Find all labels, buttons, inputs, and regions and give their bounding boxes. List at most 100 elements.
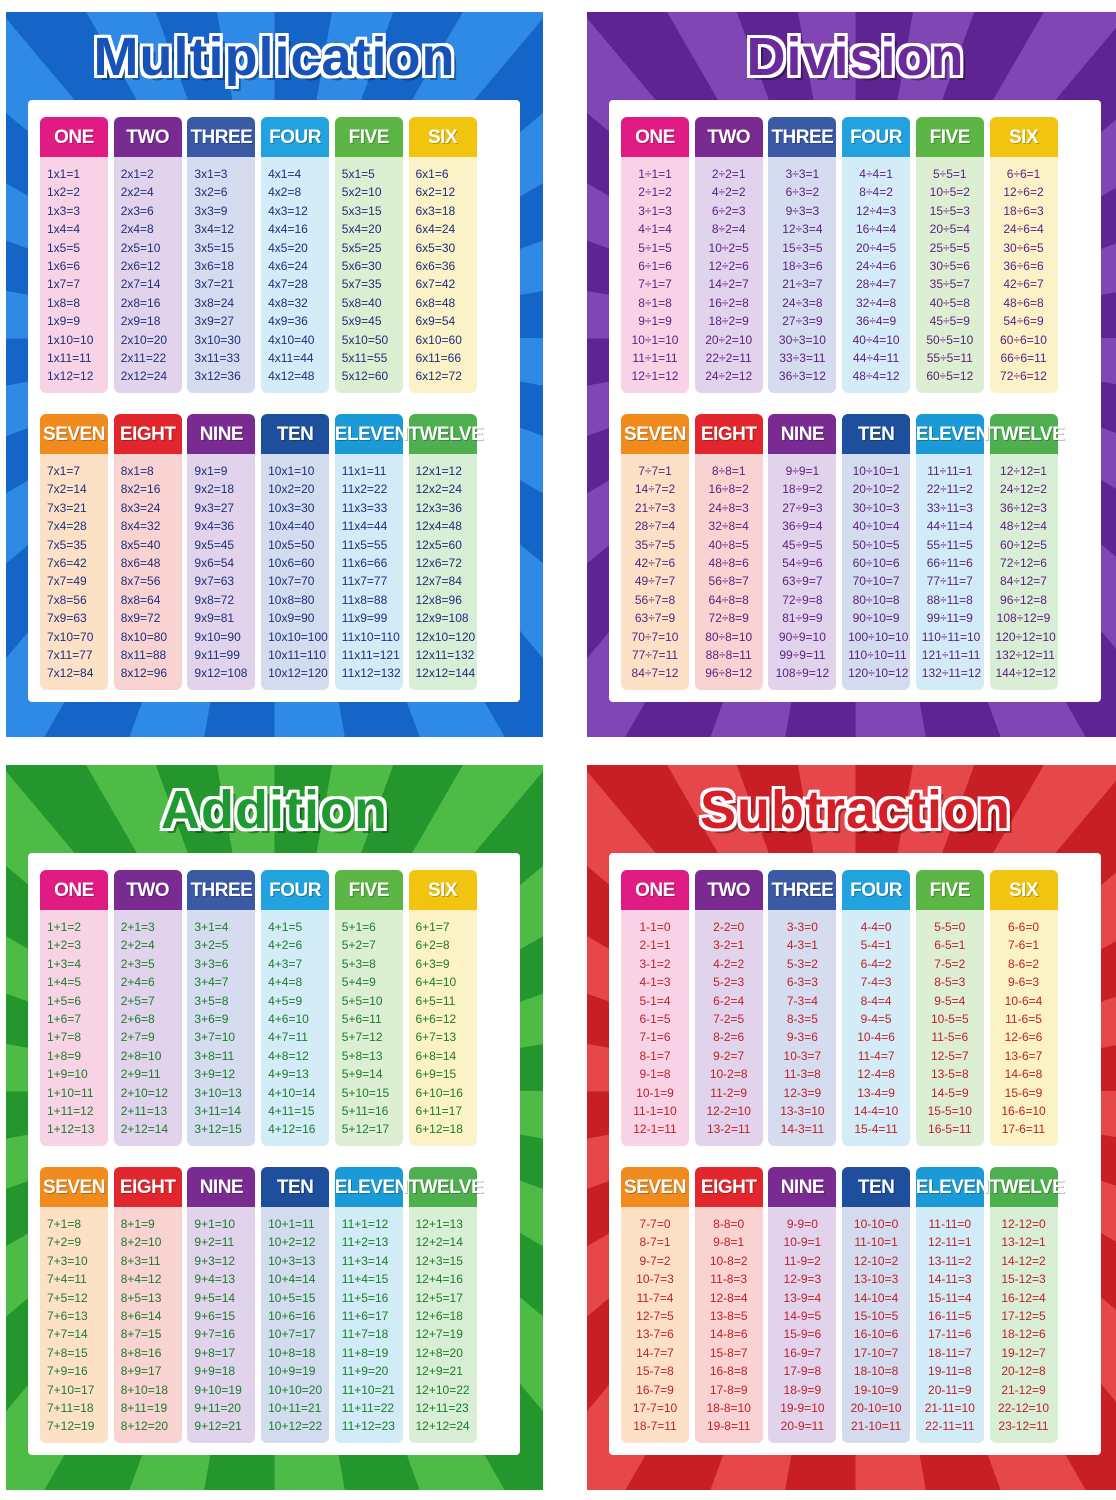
equation: 2x1=2 (120, 167, 154, 181)
equation: 7÷1=7 (638, 277, 672, 292)
equation: 10x5=50 (268, 537, 315, 552)
equation: 7x1=7 (47, 464, 81, 478)
equation: 18÷3=6 (782, 259, 823, 273)
equation: 11+10=21 (341, 1382, 395, 1397)
equation: 4+9=13 (268, 1067, 309, 1082)
equation: 11+1=12 (341, 1217, 389, 1231)
equation: 7+2=9 (47, 1235, 82, 1250)
equation: 3x2=6 (194, 185, 228, 200)
equation: 4x12=48 (268, 369, 315, 384)
equation: 4+7=11 (268, 1030, 308, 1045)
equation: 22÷11=2 (926, 482, 973, 497)
equation: 12-5=7 (930, 1048, 969, 1063)
equation: 3-2=1 (713, 938, 745, 953)
column-body: 10-10=0 11-10=1 12-10=2 13-10=3 14-10=4 15-10… (842, 1207, 911, 1443)
equation: 11-4=7 (857, 1048, 895, 1063)
equation: 36÷3=12 (778, 369, 826, 384)
equation: 10-7=3 (636, 1272, 674, 1287)
column-body: 6+1=7 6+2=8 6+3=9 6+4=10 6+5=11 6+6=12 6+7=13 6… (408, 910, 477, 1146)
equation: 132÷11=12 (921, 666, 982, 681)
equation: 1x8=8 (47, 295, 81, 310)
equation: 144÷12=12 (995, 666, 1056, 681)
equation: 17-8=9 (709, 1382, 748, 1397)
equation: 7x9=63 (47, 611, 87, 626)
equation: 11x1=11 (341, 464, 387, 478)
equation: 9-8=1 (713, 1235, 745, 1250)
equation: 66÷6=11 (1000, 351, 1047, 365)
equation: 28÷4=7 (855, 277, 897, 292)
equation: 4x9=36 (268, 314, 308, 329)
equation: 11-1=10 (633, 1104, 677, 1118)
equation: 18÷6=3 (1003, 203, 1044, 218)
equation: 5x10=50 (341, 332, 389, 347)
equation: 7x8=56 (47, 592, 87, 607)
equation: 5x2=10 (341, 185, 382, 200)
equation: 1x6=6 (47, 259, 81, 273)
equation: 8-7=1 (639, 1235, 671, 1250)
equation: 19-12=7 (1001, 1345, 1046, 1360)
equation: 9+5=14 (194, 1290, 236, 1305)
equation: 22-11=11 (925, 1419, 975, 1434)
equation: 4-1=3 (639, 975, 671, 990)
column-body: 4+1=5 4+2=6 4+3=7 4+4=8 4+5=9 4+6=10 4+7=11 4+8… (261, 910, 330, 1146)
equation: 2+8=10 (120, 1048, 162, 1063)
equation: 11-5=6 (931, 1030, 969, 1045)
equation: 5+10=15 (341, 1085, 390, 1100)
column-header: SEVEN (621, 414, 689, 454)
equation: 2+12=14 (120, 1122, 169, 1137)
equation: 11+11=22 (341, 1401, 395, 1415)
equation: 12x2=24 (415, 482, 462, 497)
equation: 9x12=108 (194, 666, 248, 681)
equation: 19-10=9 (853, 1382, 899, 1397)
equation: 50÷5=10 (926, 332, 974, 347)
column-body: 6÷6=1 12÷6=2 18÷6=3 24÷6=4 30÷6=5 36÷6=6 42÷6=… (989, 157, 1058, 393)
equation: 7+12=19 (47, 1419, 95, 1434)
equation: 11x4=44 (341, 519, 388, 534)
column-header: ELEVEN (334, 1167, 408, 1207)
equation: 1x2=2 (47, 185, 81, 200)
equation: 9x3=27 (194, 500, 235, 515)
equation: 40÷8=5 (708, 537, 749, 552)
equation: 15-11=4 (928, 1290, 972, 1305)
equation: 5x1=5 (341, 167, 375, 181)
equation: 8x8=64 (120, 592, 161, 607)
column-body: 4÷4=1 8÷4=2 12÷4=3 16÷4=4 20÷4=5 24÷4=6 28÷4=7… (842, 157, 911, 393)
equation: 8÷8=1 (711, 464, 746, 478)
column-header: TWO (694, 870, 763, 910)
equation: 15-8=7 (709, 1345, 748, 1360)
equation: 9x11=99 (194, 648, 240, 662)
equation: 7+10=17 (47, 1382, 95, 1397)
equation: 3÷3=1 (785, 167, 820, 181)
equation: 2x8=16 (120, 295, 161, 310)
equation: 4-4=0 (860, 920, 892, 934)
equation: 6x9=54 (415, 314, 456, 329)
equation: 12+12=24 (415, 1419, 470, 1434)
equation: 3+5=8 (194, 993, 229, 1008)
equation: 12x9=108 (415, 611, 469, 626)
equation: 1x4=4 (47, 222, 81, 237)
equation: 12÷12=1 (1000, 464, 1047, 478)
equation: 6+8=14 (415, 1048, 457, 1063)
equation: 12+3=15 (415, 1253, 463, 1268)
equation: 15-6=9 (1004, 1085, 1043, 1100)
equation: 10÷10=1 (852, 464, 900, 478)
equation: 2+1=3 (120, 920, 155, 934)
column-body: 9÷9=1 18÷9=2 27÷9=3 36÷9=4 45÷9=5 54÷9=6 63÷9=… (768, 454, 837, 690)
equation: 9+8=17 (194, 1345, 236, 1360)
equation: 9+9=18 (194, 1364, 236, 1379)
equation: 30÷10=3 (852, 500, 900, 515)
equation: 2+5=7 (120, 993, 155, 1008)
equation: 8+12=20 (120, 1419, 169, 1434)
equation: 11+6=17 (341, 1309, 389, 1323)
equation: 3+8=11 (194, 1048, 235, 1063)
equation: 132÷12=11 (995, 648, 1055, 662)
equation: 3+10=13 (194, 1085, 242, 1100)
column-header: ONE (621, 117, 689, 157)
equation: 11+5=16 (341, 1290, 389, 1305)
equation: 10+7=17 (268, 1327, 316, 1342)
equation: 12÷6=2 (1003, 185, 1044, 200)
equation: 12x6=72 (415, 556, 462, 570)
column-body: 1-1=0 2-1=1 3-1=2 4-1=3 5-1=4 6-1=5 7-1=6 8-1=7… (621, 910, 689, 1146)
equation: 2+6=8 (120, 1012, 155, 1026)
equation: 6+12=18 (415, 1122, 463, 1137)
